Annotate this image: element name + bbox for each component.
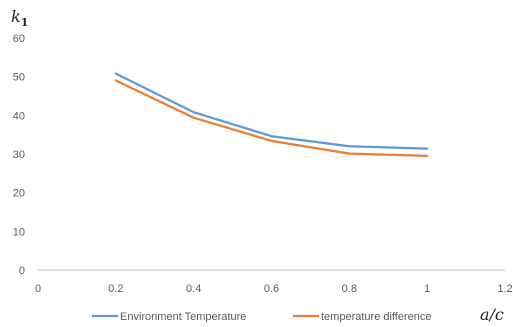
x-tick-label: 0 — [35, 283, 41, 295]
y-tick-label: 10 — [13, 226, 25, 238]
x-axis-ticks: 0 0.2 0.4 0.6 0.8 1 1.2 — [35, 283, 513, 295]
x-tick-label: 0.6 — [264, 283, 279, 295]
x-tick-label: 1.2 — [497, 283, 512, 295]
y-axis-title-main: k — [11, 7, 21, 26]
x-axis-title: a/c — [480, 305, 504, 324]
x-tick-label: 0.4 — [186, 283, 201, 295]
legend: Environment Temperature temperature diffe… — [92, 311, 431, 323]
y-tick-label: 30 — [13, 149, 25, 161]
x-tick-label: 0.8 — [342, 283, 357, 295]
series-line-1 — [114, 72, 429, 150]
y-axis-title: k1 — [11, 7, 28, 29]
y-tick-label: 20 — [13, 188, 25, 200]
y-tick-label: 40 — [13, 110, 25, 122]
legend-label-2: temperature difference — [321, 311, 431, 323]
x-tick-label: 0.2 — [108, 283, 123, 295]
y-tick-label: 0 — [19, 265, 25, 277]
y-tick-label: 50 — [13, 72, 25, 84]
series-line-2 — [114, 79, 429, 158]
y-axis-title-subscript: 1 — [21, 16, 29, 29]
x-tick-label: 1 — [424, 283, 430, 295]
legend-label-1: Environment Temperature — [120, 311, 246, 323]
y-axis-ticks: 0 10 20 30 40 50 60 — [13, 33, 25, 277]
y-tick-label: 60 — [13, 33, 25, 45]
series-lines — [114, 72, 429, 158]
